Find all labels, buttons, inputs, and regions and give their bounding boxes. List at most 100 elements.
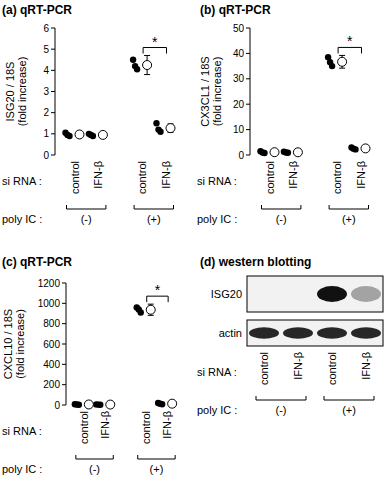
y-axis-label: ISG20 / 18S	[4, 62, 16, 122]
significance-label: *	[152, 34, 158, 50]
group-bracket	[329, 205, 368, 209]
y-tick	[51, 91, 55, 92]
replicate-dot	[76, 401, 82, 407]
category-title: si RNA :	[197, 366, 237, 378]
figure: (a) qRT-PCRISG20 / 18S(fold increase)012…	[0, 0, 389, 500]
blot-band	[351, 286, 381, 302]
mean-marker	[75, 130, 84, 139]
replicate-dot	[97, 401, 103, 407]
mean-marker	[166, 124, 175, 133]
group-label: (-)	[276, 213, 287, 225]
y-tick	[62, 344, 66, 345]
blot-band	[249, 286, 279, 302]
y-tick-label: 1000	[38, 298, 61, 309]
y-tick	[51, 112, 55, 113]
y-tick-label: 2	[43, 107, 49, 118]
replicate-dot	[134, 66, 140, 72]
group-label: (-)	[276, 404, 287, 416]
y-tick	[62, 283, 66, 284]
y-tick-label: 3	[43, 86, 49, 97]
y-tick	[246, 53, 250, 54]
y-tick	[246, 104, 250, 105]
y-axis-label: CXCL10 / 18S	[2, 309, 14, 379]
mean-marker	[106, 400, 115, 409]
group-label: (+)	[342, 213, 356, 225]
y-tick-label: 400	[43, 359, 60, 370]
y-tick-label: 200	[43, 379, 60, 390]
group-label: (+)	[150, 463, 164, 475]
significance-label: *	[347, 33, 353, 49]
blot-band	[317, 286, 347, 302]
mean-marker	[270, 148, 279, 157]
group-title: poly IC :	[2, 213, 42, 225]
mean-marker	[84, 400, 93, 409]
y-tick	[246, 78, 250, 79]
y-tick-label: 800	[43, 318, 60, 329]
category-label: control	[326, 352, 338, 385]
replicate-dot	[157, 129, 163, 135]
y-tick	[62, 364, 66, 365]
replicate-dot	[285, 150, 291, 156]
y-tick-label: 20	[233, 99, 245, 110]
y-tick	[246, 155, 250, 156]
replicate-dot	[153, 120, 159, 126]
category-title: si RNA :	[197, 175, 237, 187]
plot-marks	[62, 56, 175, 140]
panel-title: (c) qRT-PCR	[2, 255, 72, 269]
category-label: IFN-β	[355, 161, 367, 189]
significance-label: *	[155, 282, 161, 298]
western-blot: (d) western blottingISG20actincontrolIFN…	[197, 255, 383, 416]
y-tick	[62, 323, 66, 324]
category-label: control	[264, 161, 276, 194]
category-label: control	[258, 352, 270, 385]
group-title: poly IC :	[197, 213, 237, 225]
panel-title: (a) qRT-PCR	[2, 3, 72, 17]
replicate-dot	[138, 309, 144, 315]
group-bracket	[324, 396, 374, 400]
y-axis-label: (fold increase)	[16, 57, 28, 127]
group-bracket	[256, 396, 306, 400]
category-label: control	[78, 411, 90, 444]
mean-marker	[168, 399, 177, 408]
panel: (a) qRT-PCR ISG20 / 18S(fold increase) 0 1 2…	[2, 3, 175, 225]
group-bracket	[76, 455, 113, 459]
plot-marks	[257, 54, 370, 157]
mean-marker	[98, 130, 107, 139]
y-tick-label: 40	[233, 48, 245, 59]
replicate-dot	[130, 57, 136, 63]
blot-band	[283, 286, 313, 302]
y-tick	[62, 405, 66, 406]
y-tick	[51, 28, 55, 29]
mean-marker	[338, 57, 347, 66]
panel-title: (b) qRT-PCR	[200, 3, 271, 17]
y-axis-label: (fold increase)	[14, 309, 26, 379]
replicate-dot	[66, 133, 72, 139]
y-tick-label: 6	[43, 23, 49, 34]
blot-frame	[247, 276, 383, 312]
y-tick-label: 600	[43, 339, 60, 350]
y-tick-label: 30	[233, 73, 245, 84]
y-tick-label: 4	[43, 65, 49, 76]
category-label: IFN-β	[292, 352, 304, 380]
y-axis-label: (fold increase)	[211, 57, 223, 127]
category-label: IFN-β	[161, 411, 173, 439]
blot-band	[351, 327, 381, 338]
panel-title: (d) western blotting	[200, 255, 311, 269]
y-tick	[51, 133, 55, 134]
replicate-dot	[329, 63, 335, 69]
category-title: si RNA :	[2, 425, 42, 437]
y-tick-label: 0	[238, 150, 244, 161]
y-tick-label: 50	[233, 23, 245, 34]
replicate-dot	[261, 150, 267, 156]
y-tick	[51, 155, 55, 156]
blot-band	[317, 327, 347, 338]
category-title: si RNA :	[2, 175, 42, 187]
group-label: (+)	[342, 404, 356, 416]
group-label: (-)	[89, 463, 100, 475]
category-label: control	[136, 161, 148, 194]
y-tick-label: 1	[43, 128, 49, 139]
y-tick-label: 0	[43, 150, 49, 161]
replicate-dot	[352, 146, 358, 152]
mean-marker	[146, 305, 155, 314]
replicate-dot	[90, 133, 96, 139]
